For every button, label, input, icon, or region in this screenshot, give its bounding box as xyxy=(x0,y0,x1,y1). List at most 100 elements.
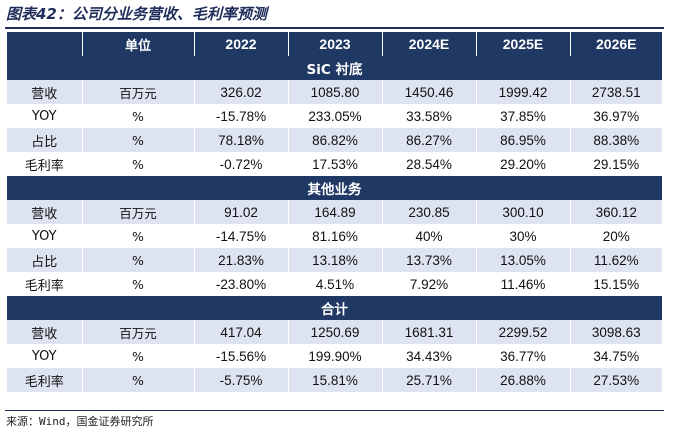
table-row: 毛利率% -23.80% 4.51% 7.92% 11.46% 15.15% xyxy=(7,272,662,296)
row-unit: % xyxy=(82,248,195,272)
value-cell: 11.62% xyxy=(570,248,662,272)
value-cell: 30% xyxy=(476,224,571,248)
row-label: 营收 xyxy=(7,200,83,224)
value-cell: 300.10 xyxy=(476,200,571,224)
value-cell: 1250.69 xyxy=(288,320,383,344)
value-cell: 36.97% xyxy=(570,104,662,128)
value-cell: 1450.46 xyxy=(382,80,477,104)
table-row: 毛利率% -5.75% 15.81% 25.71% 26.88% 27.53% xyxy=(7,368,662,392)
row-unit: % xyxy=(82,104,195,128)
table-row: YOY% -14.75% 81.16% 40% 30% 20% xyxy=(7,224,662,248)
header-year-cell: 2026E xyxy=(570,32,662,56)
value-cell: 360.12 xyxy=(570,200,662,224)
row-unit: % xyxy=(82,368,195,392)
row-label: 占比 xyxy=(7,248,83,272)
section-header-row: SiC 衬底 xyxy=(7,56,662,80)
row-unit: 百万元 xyxy=(82,200,195,224)
table-row: 营收 百万元 91.02 164.89 230.85 300.10 360.12 xyxy=(7,200,662,224)
row-unit: % xyxy=(82,152,195,176)
value-cell: 15.81% xyxy=(288,368,383,392)
value-cell: 25.71% xyxy=(382,368,477,392)
value-cell: 13.18% xyxy=(288,248,383,272)
header-year-cell: 2023 xyxy=(288,32,383,56)
table-row: 营收 百万元 326.02 1085.80 1450.46 1999.42 2738.51 xyxy=(7,80,662,104)
header-label-cell xyxy=(7,32,83,56)
value-cell: 33.58% xyxy=(382,104,477,128)
row-label: 占比 xyxy=(7,128,83,152)
row-unit: % xyxy=(82,272,195,296)
value-cell: 28.54% xyxy=(382,152,477,176)
row-unit: 百万元 xyxy=(82,320,195,344)
row-label: 毛利率 xyxy=(7,272,83,296)
value-cell: 21.83% xyxy=(194,248,289,272)
value-cell: 29.15% xyxy=(570,152,662,176)
value-cell: 34.43% xyxy=(382,344,477,368)
value-cell: 3098.63 xyxy=(570,320,662,344)
header-unit-cell: 单位 xyxy=(82,32,195,56)
section-title: SiC 衬底 xyxy=(7,56,662,80)
table-row: YOY% -15.56% 199.90% 34.43% 36.77% 34.75% xyxy=(7,344,662,368)
value-cell: 164.89 xyxy=(288,200,383,224)
row-unit: % xyxy=(82,128,195,152)
value-cell: 15.15% xyxy=(570,272,662,296)
value-cell: -15.78% xyxy=(194,104,289,128)
value-cell: 230.85 xyxy=(382,200,477,224)
row-label: 毛利率 xyxy=(7,368,83,392)
value-cell: 199.90% xyxy=(288,344,383,368)
value-cell: 1999.42 xyxy=(476,80,571,104)
row-label: 营收 xyxy=(7,320,83,344)
table-row: YOY% -15.78% 233.05% 33.58% 37.85% 36.97% xyxy=(7,104,662,128)
table-row: 占比% 21.83% 13.18% 13.73% 13.05% 11.62% xyxy=(7,248,662,272)
value-cell: 13.73% xyxy=(382,248,477,272)
value-cell: 34.75% xyxy=(570,344,662,368)
header-year-cell: 2025E xyxy=(476,32,571,56)
header-year-cell: 2024E xyxy=(382,32,477,56)
section-header-row: 其他业务 xyxy=(7,176,662,200)
value-cell: 36.77% xyxy=(476,344,571,368)
figure-title: 图表42：公司分业务营收、毛利率预测 xyxy=(6,5,267,23)
value-cell: 417.04 xyxy=(194,320,289,344)
value-cell: 78.18% xyxy=(194,128,289,152)
value-cell: 4.51% xyxy=(288,272,383,296)
value-cell: 11.46% xyxy=(476,272,571,296)
table-row: 占比% 78.18% 86.82% 86.27% 86.95% 88.38% xyxy=(7,128,662,152)
value-cell: -14.75% xyxy=(194,224,289,248)
row-unit: % xyxy=(82,344,195,368)
row-unit: 百万元 xyxy=(82,80,195,104)
value-cell: 29.20% xyxy=(476,152,571,176)
row-label: 营收 xyxy=(7,80,83,104)
title-divider xyxy=(5,27,664,29)
value-cell: 2738.51 xyxy=(570,80,662,104)
value-cell: 326.02 xyxy=(194,80,289,104)
value-cell: 26.88% xyxy=(476,368,571,392)
value-cell: -5.75% xyxy=(194,368,289,392)
bottom-divider xyxy=(5,410,664,411)
value-cell: 20% xyxy=(570,224,662,248)
value-cell: 1681.31 xyxy=(382,320,477,344)
section-header-row: 合计 xyxy=(7,296,662,320)
table-header-row: 单位 2022 2023 2024E 2025E 2026E xyxy=(7,32,662,56)
value-cell: 86.95% xyxy=(476,128,571,152)
header-year-cell: 2022 xyxy=(194,32,289,56)
value-cell: -23.80% xyxy=(194,272,289,296)
value-cell: 37.85% xyxy=(476,104,571,128)
table-row: 营收 百万元 417.04 1250.69 1681.31 2299.52 3098.63 xyxy=(7,320,662,344)
value-cell: -15.56% xyxy=(194,344,289,368)
forecast-table: 单位 2022 2023 2024E 2025E 2026E SiC 衬底 营收百… xyxy=(7,32,662,392)
value-cell: 91.02 xyxy=(194,200,289,224)
value-cell: 13.05% xyxy=(476,248,571,272)
row-unit: % xyxy=(82,224,195,248)
value-cell: -0.72% xyxy=(194,152,289,176)
value-cell: 17.53% xyxy=(288,152,383,176)
value-cell: 86.27% xyxy=(382,128,477,152)
value-cell: 88.38% xyxy=(570,128,662,152)
table-row: 毛利率% -0.72% 17.53% 28.54% 29.20% 29.15% xyxy=(7,152,662,176)
value-cell: 1085.80 xyxy=(288,80,383,104)
value-cell: 81.16% xyxy=(288,224,383,248)
value-cell: 2299.52 xyxy=(476,320,571,344)
value-cell: 40% xyxy=(382,224,477,248)
row-label: YOY xyxy=(7,224,83,248)
section-title: 其他业务 xyxy=(7,176,662,200)
value-cell: 86.82% xyxy=(288,128,383,152)
row-label: YOY xyxy=(7,344,83,368)
